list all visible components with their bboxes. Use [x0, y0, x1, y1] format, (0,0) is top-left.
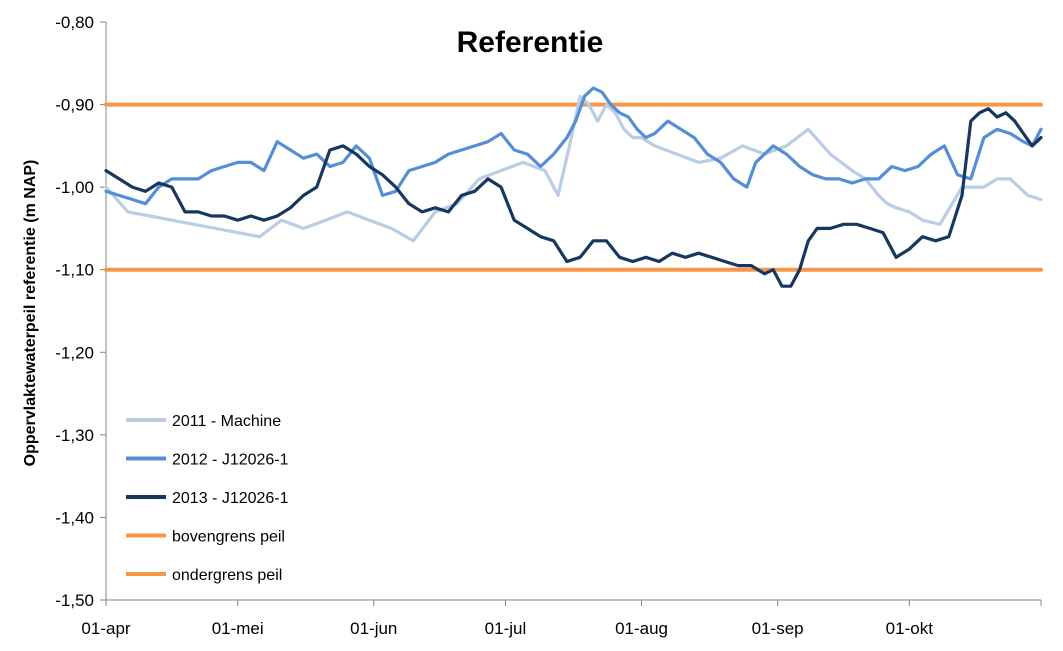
x-tick-label: 01-aug — [615, 619, 668, 638]
chart-title: Referentie — [457, 26, 604, 59]
plot-area: -0,80 -0,90 -1,00 -1,10 -1,20 -1,30 -1,40 -1,50… — [55, 13, 1043, 638]
series-line-1 — [104, 94, 1043, 243]
legend-label-4: bovengrens peil — [172, 529, 285, 546]
x-tick-label: 01-mei — [212, 619, 264, 638]
y-tick-label: -1,00 — [55, 178, 94, 197]
y-tick-label: -1,10 — [55, 261, 94, 280]
x-tick-label: 01-sep — [752, 619, 804, 638]
y-axis-title: Oppervlaktewaterpeil referentie (m NAP) — [22, 160, 39, 467]
legend-label-2: 2012 - J12026-1 — [172, 452, 289, 469]
x-tick-label: 01-jul — [485, 619, 527, 638]
series-line-3 — [104, 107, 1043, 288]
x-tick-label: 01-jun — [350, 619, 397, 638]
y-tick-label: -0,80 — [55, 13, 94, 32]
series-line-2 — [104, 86, 1043, 206]
y-tick-label: -1,40 — [55, 508, 94, 527]
y-tick-label: -0,90 — [55, 96, 94, 115]
legend-label-3: 2013 - J12026-1 — [172, 490, 289, 507]
legend-label-1: 2011 - Machine — [172, 413, 281, 430]
y-tick-label: -1,20 — [55, 343, 94, 362]
y-tick-label: -1,50 — [55, 591, 94, 610]
x-tick-label: 01-apr — [81, 619, 130, 638]
x-tick-label: 01-okt — [886, 619, 934, 638]
legend-label-5: ondergrens peil — [172, 567, 282, 584]
y-tick-label: -1,30 — [55, 426, 94, 445]
